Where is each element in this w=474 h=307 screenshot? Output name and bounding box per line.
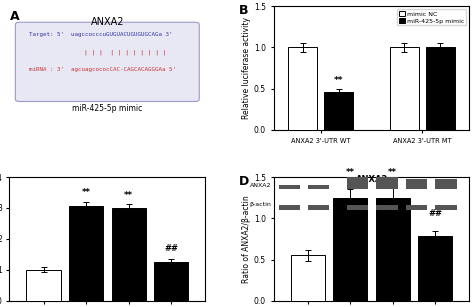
Text: **: ** [388, 168, 397, 177]
Text: Target: 5'  uagccocccuGUGUACUGUGUGCAGa 3': Target: 5' uagccocccuGUGUACUGUGUGCAGa 3' [29, 32, 173, 37]
Bar [288, 47, 317, 130]
Bar [69, 206, 103, 301]
Y-axis label: Relative luciferase activity: Relative luciferase activity [242, 17, 251, 119]
Text: D: D [238, 175, 249, 188]
Text: miRNA : 3'  agcuagcococCAC-CAGCACAGGGAa 5': miRNA : 3' agcuagcococCAC-CAGCACAGGGAa 5… [29, 67, 176, 72]
Bar [111, 208, 146, 301]
Text: ANXA2: ANXA2 [91, 17, 124, 27]
Bar [27, 270, 61, 301]
Bar [324, 92, 353, 130]
Text: **: ** [124, 191, 133, 200]
Text: miR-425-5p mimic: miR-425-5p mimic [72, 104, 142, 113]
FancyBboxPatch shape [15, 22, 199, 102]
Text: **: ** [82, 188, 91, 197]
Text: ANXA2: ANXA2 [356, 175, 388, 184]
Bar [418, 236, 452, 301]
Bar [376, 198, 410, 301]
Text: **: ** [334, 76, 344, 84]
Text: ##: ## [164, 244, 178, 253]
Text: A: A [9, 10, 19, 23]
Bar [154, 262, 188, 301]
Bar [390, 47, 419, 130]
Y-axis label: Ratio of ANXA2/β-actin: Ratio of ANXA2/β-actin [242, 195, 251, 283]
Text: **: ** [346, 168, 355, 177]
Bar [333, 198, 367, 301]
Text: B: B [238, 4, 248, 17]
Text: | | |  | | | | | | | |: | | | | | | | | | | | [84, 49, 166, 55]
Text: ##: ## [428, 209, 442, 218]
Bar [426, 47, 455, 130]
Legend: mimic NC, miR-425-5p mimic: mimic NC, miR-425-5p mimic [397, 9, 466, 25]
Bar [291, 255, 325, 301]
